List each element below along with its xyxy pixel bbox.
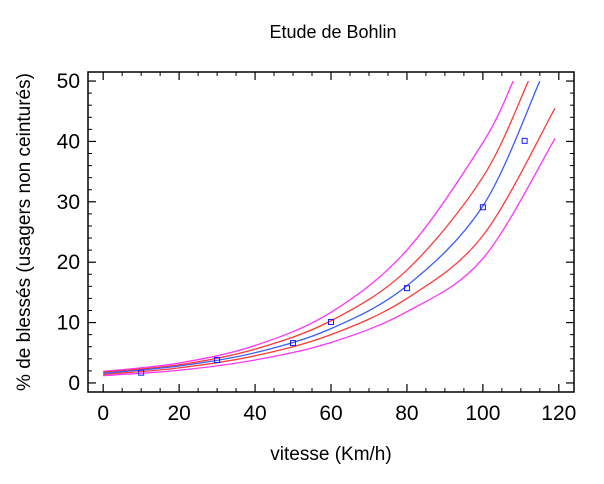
fit-curve-4 bbox=[103, 107, 556, 376]
x-tick-label: 40 bbox=[243, 402, 266, 425]
y-tick-label: 10 bbox=[57, 312, 80, 335]
fit-curve-5 bbox=[103, 138, 556, 377]
x-axis: 0 20 40 60 80 100 120 bbox=[97, 72, 576, 425]
data-point bbox=[521, 137, 528, 144]
x-tick-label: 120 bbox=[541, 402, 576, 425]
fit-curve-3 bbox=[103, 80, 541, 374]
x-axis-label: vitesse (Km/h) bbox=[270, 444, 391, 465]
x-tick-label: 20 bbox=[167, 402, 190, 425]
y-axis: 0 10 20 30 40 50 bbox=[57, 70, 574, 395]
x-tick-label: 100 bbox=[465, 402, 500, 425]
data-point bbox=[138, 369, 145, 376]
observed-points bbox=[138, 137, 528, 376]
fit-curve-2 bbox=[103, 80, 530, 373]
fit-curves bbox=[103, 80, 556, 377]
fit-curve-1 bbox=[103, 80, 514, 373]
y-tick-label: 30 bbox=[57, 191, 80, 214]
data-point bbox=[479, 204, 486, 211]
data-point bbox=[403, 285, 410, 292]
y-tick-label: 40 bbox=[57, 130, 80, 153]
x-tick-label: 80 bbox=[395, 402, 418, 425]
data-point bbox=[214, 357, 221, 363]
y-tick-label: 0 bbox=[68, 372, 80, 395]
data-point bbox=[290, 340, 297, 347]
y-tick-label: 20 bbox=[57, 251, 80, 274]
data-point bbox=[328, 318, 334, 325]
y-axis-label: % de blessés (usagers non ceinturés) bbox=[14, 73, 35, 391]
x-tick-label: 0 bbox=[97, 402, 109, 425]
y-tick-label: 50 bbox=[57, 70, 80, 93]
chart-title: Etude de Bohlin bbox=[269, 22, 396, 42]
x-tick-label: 60 bbox=[319, 402, 342, 425]
